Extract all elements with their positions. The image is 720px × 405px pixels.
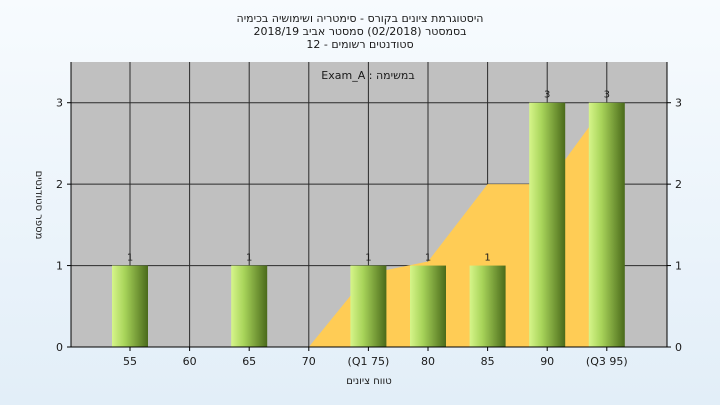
data-label-(Q3 95): 3 xyxy=(604,90,610,101)
chart-title-line-3: סטודנטים רשומים - 12 xyxy=(306,38,413,51)
y-tick-label-right: 1 xyxy=(675,260,682,273)
y-tick-label-right: 2 xyxy=(675,178,682,191)
x-tick-label: 55 xyxy=(123,355,137,368)
data-label-55: 1 xyxy=(127,253,133,264)
x-tick-label: 70 xyxy=(302,355,316,368)
data-label-80: 1 xyxy=(425,253,431,264)
legend-text: במשימה : Exam_A xyxy=(321,69,414,82)
chart-title-line-1: היסטוגרמת ציונים בקורס - סימטריה ושימושי… xyxy=(237,12,484,25)
x-tick-label: 90 xyxy=(540,355,554,368)
data-label-90: 3 xyxy=(544,90,550,101)
x-tick-label: (Q3 95) xyxy=(586,355,628,368)
data-label-(Q1 75): 1 xyxy=(365,253,371,264)
bar-90 xyxy=(529,102,566,347)
y-tick-label-left: 1 xyxy=(56,260,63,273)
bar-80 xyxy=(410,265,446,347)
data-label-85: 1 xyxy=(484,253,490,264)
bars xyxy=(112,102,625,347)
x-axis-label: טווח ציונים xyxy=(346,376,391,387)
y-tick-label-left: 2 xyxy=(56,178,63,191)
chart-title-line-2: בסמסטר (02/2018) סמסטר אביב 2018/19 xyxy=(253,25,466,38)
y-tick-label-left: 0 xyxy=(56,341,63,354)
y-tick-label-right: 0 xyxy=(675,341,682,354)
x-tick-label: 65 xyxy=(242,355,256,368)
x-tick-label: 80 xyxy=(421,355,435,368)
data-label-65: 1 xyxy=(246,253,252,264)
x-tick-label: 85 xyxy=(481,355,495,368)
bar-(Q3 95) xyxy=(588,102,625,347)
y-tick-label-left: 3 xyxy=(56,97,63,110)
y-tick-label-right: 3 xyxy=(675,97,682,110)
bar-(Q1 75) xyxy=(350,265,387,347)
x-tick-label: 60 xyxy=(183,355,197,368)
x-tick-label: (Q1 75) xyxy=(348,355,390,368)
axis-ticks: 55 60 65 70 (Q1 75) 80 85 90 (Q3 95) 0 0 1 1 2 2 3 3 xyxy=(56,97,682,368)
data-labels: 1 1 1 1 1 3 3 xyxy=(127,90,610,264)
bar-55 xyxy=(112,265,148,347)
y-axis-label: מספר סטודנטים xyxy=(33,171,44,240)
bar-65 xyxy=(231,265,268,347)
bar-85 xyxy=(469,265,506,347)
